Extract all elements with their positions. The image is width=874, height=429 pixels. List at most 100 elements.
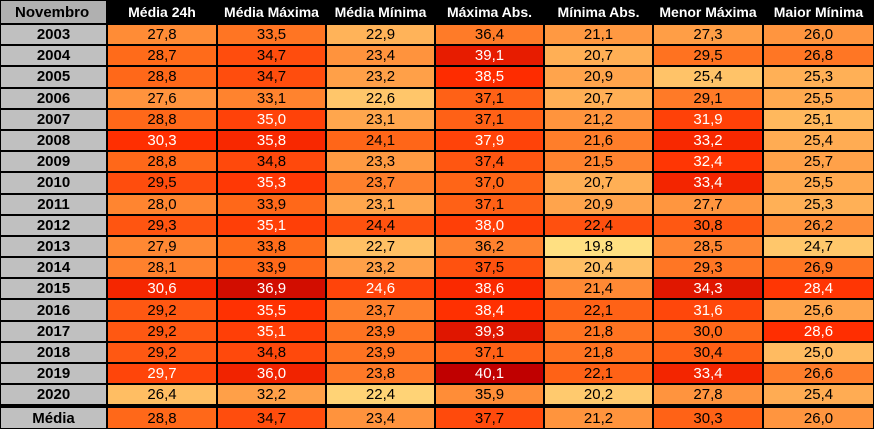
table-cell: 30,4 bbox=[653, 341, 763, 363]
table-row: 2020 26,4 32,2 22,4 35,9 20,2 27,8 25,4 bbox=[0, 384, 874, 406]
year-label: 2009 bbox=[0, 151, 107, 173]
table-row: 2013 27,9 33,8 22,7 36,2 19,8 28,5 24,7 bbox=[0, 235, 874, 258]
table-cell: 28,7 bbox=[107, 45, 217, 67]
table-cell: 38,0 bbox=[435, 214, 544, 236]
table-cell: 33,4 bbox=[653, 363, 763, 385]
table-cell: 23,2 bbox=[326, 66, 435, 88]
table-cell: 23,4 bbox=[326, 45, 435, 67]
table-cell: 21,8 bbox=[544, 320, 653, 342]
table-cell: 38,6 bbox=[435, 278, 544, 300]
table-cell: 28,8 bbox=[107, 151, 217, 173]
table-cell: 20,7 bbox=[544, 172, 653, 194]
year-label: 2018 bbox=[0, 341, 107, 363]
year-label: 2005 bbox=[0, 66, 107, 88]
table-cell: 20,2 bbox=[544, 384, 653, 406]
table-cell: 33,1 bbox=[217, 87, 326, 109]
column-header: Menor Máxima bbox=[653, 0, 763, 24]
table-cell: 23,4 bbox=[326, 405, 435, 429]
table-row: 2006 27,6 33,1 22,6 37,1 20,7 29,1 25,5 bbox=[0, 87, 874, 109]
table-cell: 29,7 bbox=[107, 363, 217, 385]
table-cell: 29,2 bbox=[107, 341, 217, 363]
table-cell: 23,9 bbox=[326, 341, 435, 363]
table-cell: 21,8 bbox=[544, 341, 653, 363]
table-cell: 22,1 bbox=[544, 363, 653, 385]
mean-label: Média bbox=[0, 405, 107, 429]
table-cell: 23,9 bbox=[326, 320, 435, 342]
table-cell: 23,1 bbox=[326, 193, 435, 215]
table-cell: 25,7 bbox=[763, 151, 874, 173]
table-cell: 28,8 bbox=[107, 405, 217, 429]
table-cell: 36,0 bbox=[217, 363, 326, 385]
table-cell: 30,3 bbox=[653, 405, 763, 429]
table-row: 2003 27,8 33,5 22,9 36,4 21,1 27,3 26,0 bbox=[0, 24, 874, 46]
table-cell: 22,1 bbox=[544, 299, 653, 321]
table-cell: 25,4 bbox=[653, 66, 763, 88]
table-cell: 28,6 bbox=[763, 320, 874, 342]
table-cell: 34,7 bbox=[217, 405, 326, 429]
table-cell: 27,8 bbox=[107, 24, 217, 46]
table-cell: 26,0 bbox=[763, 405, 874, 429]
table-cell: 25,3 bbox=[763, 66, 874, 88]
table-cell: 31,6 bbox=[653, 299, 763, 321]
table-cell: 21,4 bbox=[544, 278, 653, 300]
table-cell: 26,4 bbox=[107, 384, 217, 406]
table-row: 2012 29,3 35,1 24,4 38,0 22,4 30,8 26,2 bbox=[0, 214, 874, 236]
table-cell: 34,3 bbox=[653, 278, 763, 300]
table-row: 2011 28,0 33,9 23,1 37,1 20,9 27,7 25,3 bbox=[0, 193, 874, 215]
corner-label: Novembro bbox=[0, 0, 107, 24]
table-cell: 35,1 bbox=[217, 320, 326, 342]
table-cell: 25,5 bbox=[763, 172, 874, 194]
table-row: 2016 29,2 35,5 23,7 38,4 22,1 31,6 25,6 bbox=[0, 299, 874, 321]
table-cell: 37,1 bbox=[435, 193, 544, 215]
table-cell: 28,8 bbox=[107, 66, 217, 88]
table-cell: 23,7 bbox=[326, 299, 435, 321]
table-cell: 33,2 bbox=[653, 129, 763, 152]
table-cell: 20,9 bbox=[544, 66, 653, 88]
year-label: 2004 bbox=[0, 45, 107, 67]
table-cell: 30,6 bbox=[107, 278, 217, 300]
table-cell: 28,1 bbox=[107, 257, 217, 279]
table-cell: 36,9 bbox=[217, 278, 326, 300]
table-cell: 25,4 bbox=[763, 129, 874, 152]
table-cell: 25,3 bbox=[763, 193, 874, 215]
table-cell: 30,8 bbox=[653, 214, 763, 236]
table-cell: 27,7 bbox=[653, 193, 763, 215]
table-cell: 21,5 bbox=[544, 151, 653, 173]
table-cell: 20,7 bbox=[544, 45, 653, 67]
table-cell: 35,0 bbox=[217, 108, 326, 130]
table-cell: 23,2 bbox=[326, 257, 435, 279]
table-cell: 21,1 bbox=[544, 24, 653, 46]
table-cell: 32,2 bbox=[217, 384, 326, 406]
table-cell: 34,8 bbox=[217, 341, 326, 363]
table-cell: 35,9 bbox=[435, 384, 544, 406]
table-cell: 35,8 bbox=[217, 129, 326, 152]
table-row: 2014 28,1 33,9 23,2 37,5 20,4 29,3 26,9 bbox=[0, 257, 874, 279]
year-label: 2008 bbox=[0, 129, 107, 152]
table-cell: 27,6 bbox=[107, 87, 217, 109]
table-cell: 35,1 bbox=[217, 214, 326, 236]
table-cell: 28,0 bbox=[107, 193, 217, 215]
year-label: 2017 bbox=[0, 320, 107, 342]
year-label: 2003 bbox=[0, 24, 107, 46]
year-label: 2020 bbox=[0, 384, 107, 406]
table-cell: 38,4 bbox=[435, 299, 544, 321]
column-header: Maior Mínima bbox=[763, 0, 874, 24]
column-header: Máxima Abs. bbox=[435, 0, 544, 24]
table-cell: 26,9 bbox=[763, 257, 874, 279]
table-cell: 27,9 bbox=[107, 235, 217, 258]
table-cell: 20,9 bbox=[544, 193, 653, 215]
table-cell: 29,3 bbox=[653, 257, 763, 279]
column-header: Média Máxima bbox=[217, 0, 326, 24]
table-cell: 21,6 bbox=[544, 129, 653, 152]
table-cell: 25,1 bbox=[763, 108, 874, 130]
table-row: 2010 29,5 35,3 23,7 37,0 20,7 33,4 25,5 bbox=[0, 172, 874, 194]
table-row: 2017 29,2 35,1 23,9 39,3 21,8 30,0 28,6 bbox=[0, 320, 874, 342]
table-row: 2007 28,8 35,0 23,1 37,1 21,2 31,9 25,1 bbox=[0, 108, 874, 130]
table-cell: 23,8 bbox=[326, 363, 435, 385]
table-cell: 35,5 bbox=[217, 299, 326, 321]
table-cell: 30,3 bbox=[107, 129, 217, 152]
table-cell: 23,1 bbox=[326, 108, 435, 130]
table-cell: 37,7 bbox=[435, 405, 544, 429]
